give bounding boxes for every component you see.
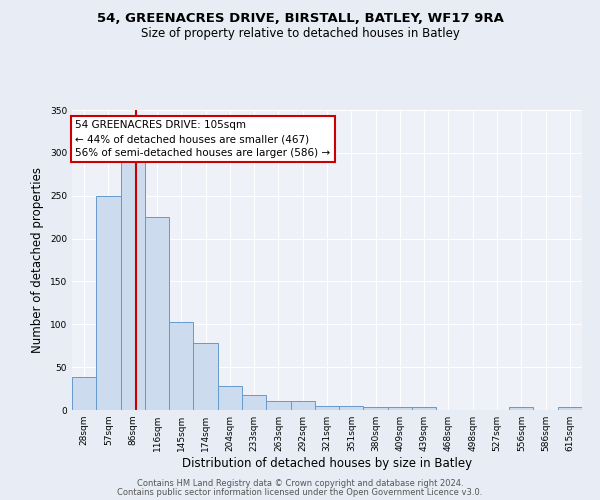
Bar [388, 408, 412, 410]
Text: Contains public sector information licensed under the Open Government Licence v3: Contains public sector information licen… [118, 488, 482, 497]
Bar [290, 402, 315, 410]
Text: Size of property relative to detached houses in Batley: Size of property relative to detached ho… [140, 28, 460, 40]
Bar [218, 386, 242, 410]
Bar [242, 394, 266, 410]
Bar [96, 196, 121, 410]
Bar [145, 217, 169, 410]
Bar [169, 322, 193, 410]
Bar [72, 378, 96, 410]
Bar [315, 406, 339, 410]
Bar [193, 343, 218, 410]
Bar [121, 160, 145, 410]
Bar [412, 408, 436, 410]
Text: 54, GREENACRES DRIVE, BIRSTALL, BATLEY, WF17 9RA: 54, GREENACRES DRIVE, BIRSTALL, BATLEY, … [97, 12, 503, 26]
Bar [266, 402, 290, 410]
Y-axis label: Number of detached properties: Number of detached properties [31, 167, 44, 353]
X-axis label: Distribution of detached houses by size in Batley: Distribution of detached houses by size … [182, 457, 472, 470]
Bar [339, 406, 364, 410]
Bar [364, 408, 388, 410]
Bar [558, 408, 582, 410]
Bar [509, 408, 533, 410]
Text: Contains HM Land Registry data © Crown copyright and database right 2024.: Contains HM Land Registry data © Crown c… [137, 478, 463, 488]
Text: 54 GREENACRES DRIVE: 105sqm
← 44% of detached houses are smaller (467)
56% of se: 54 GREENACRES DRIVE: 105sqm ← 44% of det… [76, 120, 331, 158]
